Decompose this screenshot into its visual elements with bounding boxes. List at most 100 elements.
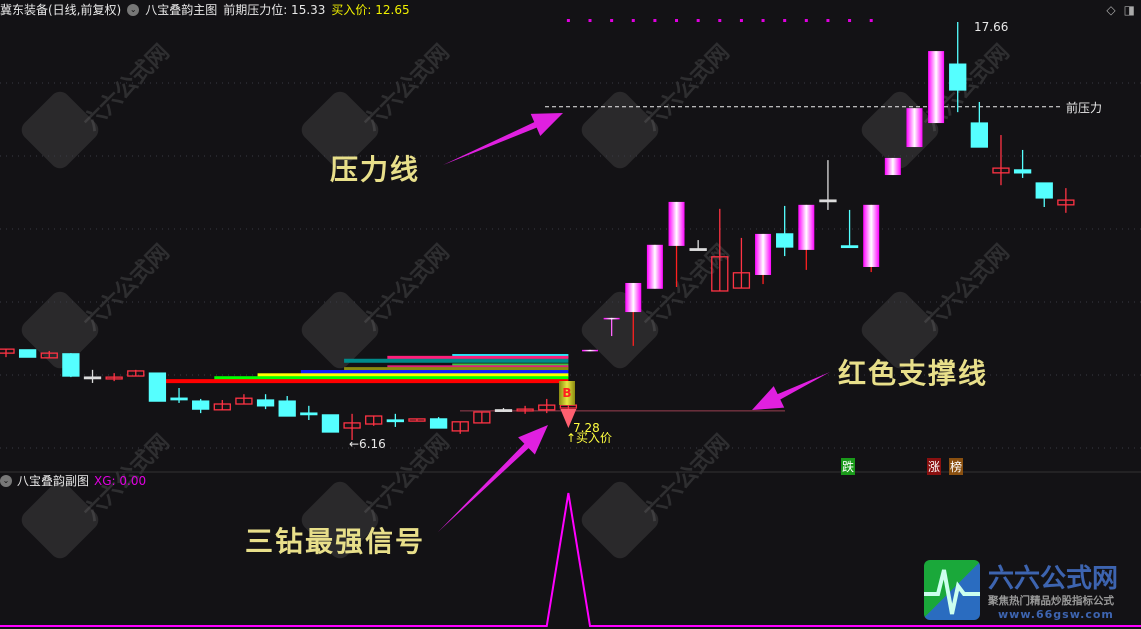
- signal-dot: [653, 19, 657, 22]
- candle-body: [776, 233, 794, 248]
- candle-body: [256, 399, 275, 407]
- main-chart-header: 冀东装备(日线,前复权) ⌄ 八宝叠韵主图 前期压力位: 15.33 买入价: …: [0, 0, 1141, 20]
- xg-value: XG: 0.00: [94, 474, 147, 488]
- band-line: [214, 376, 569, 381]
- candle-body: [840, 245, 859, 249]
- candle-body: [278, 400, 296, 417]
- logo-url: www.66gsw.com: [998, 608, 1114, 621]
- candle-body: [170, 397, 188, 401]
- signal-dot: [718, 19, 722, 22]
- indicator-name[interactable]: 八宝叠韵主图: [145, 3, 218, 17]
- candle-body: [755, 233, 772, 275]
- logo-slogan: 聚焦热门精品炒股指标公式: [988, 595, 1114, 607]
- signal-dot: [610, 19, 614, 22]
- band-line: [300, 370, 569, 375]
- pressure-line-label: 前压力: [1066, 101, 1103, 115]
- candle-body: [798, 204, 815, 250]
- buy-signal-b-marker: B: [559, 381, 575, 405]
- candle-body: [0, 348, 15, 354]
- buy-price-mark: 7.28: [573, 421, 600, 435]
- candle-body: [192, 400, 210, 410]
- candle-body: [40, 352, 58, 359]
- annotation-arrow: [752, 372, 830, 410]
- candle-body: [646, 244, 663, 289]
- candle-body: [127, 370, 145, 377]
- candle-body: [235, 397, 253, 405]
- candle-body: [863, 204, 880, 267]
- candle-body: [711, 256, 729, 292]
- signal-dot: [783, 19, 787, 22]
- candle-body: [559, 404, 578, 409]
- candle-body: [408, 418, 426, 422]
- diamond-icon[interactable]: ◇: [1106, 3, 1116, 17]
- candle-body: [884, 157, 901, 176]
- candle-body: [105, 376, 123, 380]
- buy-text-mark: ↑买入价: [566, 431, 613, 445]
- stock-title: 冀东装备(日线,前复权): [0, 3, 122, 17]
- candle-body: [386, 419, 404, 423]
- candle-body: [62, 353, 80, 377]
- candle-body: [928, 51, 945, 124]
- candle-body: [213, 403, 231, 411]
- candle-body: [321, 414, 340, 433]
- signal-dot: [848, 19, 852, 22]
- signal-dot: [804, 19, 808, 22]
- candle-body: [516, 408, 534, 412]
- high-price-label: 17.66: [974, 20, 1009, 34]
- candle-body: [689, 248, 707, 251]
- annotation-arrow: [438, 425, 548, 532]
- annotation-support-line: 红色支撑线: [838, 357, 989, 390]
- rank-badge: 榜: [949, 458, 964, 475]
- candle-body: [1057, 199, 1075, 206]
- candle-body: [625, 282, 642, 313]
- candle-body: [949, 63, 967, 91]
- band-line: [344, 358, 569, 363]
- site-logo: 六六公式网 聚焦热门精品炒股指标公式 www.66gsw.com: [922, 558, 1138, 622]
- logo-pulse-icon: [924, 560, 980, 620]
- signal-dot: [696, 19, 700, 22]
- signal-dot: [869, 19, 873, 22]
- signal-dot: [826, 19, 830, 22]
- chevron-down-circle-icon[interactable]: ⌄: [127, 4, 140, 16]
- candle-body: [148, 372, 167, 402]
- candle-body: [819, 199, 837, 203]
- candle-body: [300, 412, 318, 416]
- candle-body: [473, 411, 491, 424]
- candle-body: [668, 201, 685, 246]
- signal-dot: [588, 19, 592, 22]
- rise-badge: 涨: [927, 458, 942, 475]
- band-line: [257, 373, 569, 378]
- fall-badge: 跌: [841, 458, 856, 475]
- sub-indicator-name[interactable]: 八宝叠韵副图: [17, 474, 90, 488]
- buy-price-value: 买入价: 12.65: [331, 3, 410, 17]
- candle-body: [992, 167, 1010, 174]
- candle-body: [603, 317, 620, 320]
- sub-chart-header: ⌄ 八宝叠韵副图 XG: 0.00: [0, 473, 146, 489]
- xg-line: [0, 492, 1141, 627]
- candle-body: [1013, 169, 1032, 174]
- signal-dot: [739, 19, 743, 22]
- candle-body: [582, 349, 599, 352]
- top-right-icons: ◇ ◨: [1106, 3, 1135, 17]
- candle-body: [83, 376, 102, 380]
- logo-name: 六六公式网: [988, 564, 1119, 594]
- signal-dot: [566, 19, 570, 22]
- annotation-pressure-line: 压力线: [330, 153, 421, 186]
- pressure-value: 前期压力位: 15.33: [223, 3, 326, 17]
- candle-body: [906, 108, 923, 148]
- candle-body: [343, 422, 361, 429]
- candle-body: [365, 415, 383, 425]
- band-line: [344, 367, 569, 372]
- candle-body: [970, 122, 988, 148]
- panel-toggle-icon[interactable]: ◨: [1123, 3, 1135, 17]
- diamond-signal-icon: [560, 409, 577, 428]
- chevron-down-circle-icon[interactable]: ⌄: [0, 475, 12, 487]
- candle-body: [538, 404, 556, 411]
- annotation-signal: 三钻最强信号: [245, 525, 426, 558]
- candle-body: [451, 421, 469, 432]
- candle-body: [494, 409, 513, 412]
- candle-body: [732, 272, 751, 289]
- low-price-label: ←6.16: [349, 437, 386, 451]
- candle-body: [18, 349, 37, 358]
